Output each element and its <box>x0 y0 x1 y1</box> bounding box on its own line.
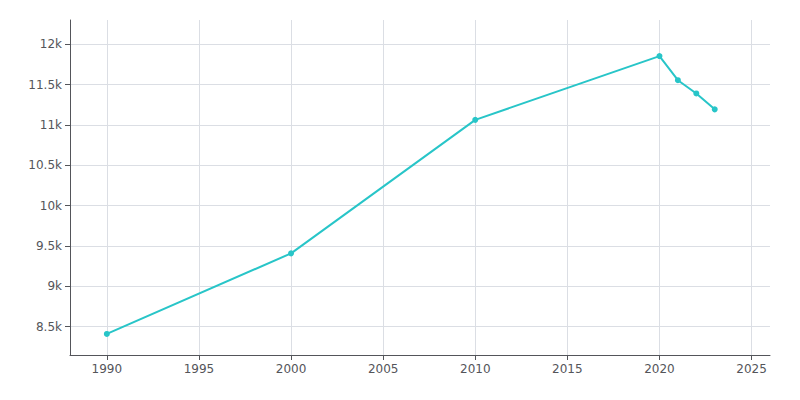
svg-text:2005: 2005 <box>368 362 399 376</box>
svg-text:11.5k: 11.5k <box>28 78 62 92</box>
svg-text:9.5k: 9.5k <box>36 239 62 253</box>
svg-text:2025: 2025 <box>736 362 767 376</box>
svg-text:1995: 1995 <box>184 362 215 376</box>
svg-text:2015: 2015 <box>552 362 583 376</box>
svg-text:11k: 11k <box>40 118 62 132</box>
svg-text:1990: 1990 <box>92 362 123 376</box>
svg-text:8.5k: 8.5k <box>36 320 62 334</box>
svg-text:10.5k: 10.5k <box>28 158 62 172</box>
svg-text:12k: 12k <box>40 37 62 51</box>
svg-text:10k: 10k <box>40 199 62 213</box>
svg-text:2010: 2010 <box>460 362 491 376</box>
svg-text:9k: 9k <box>47 279 62 293</box>
svg-text:2020: 2020 <box>644 362 675 376</box>
svg-text:2000: 2000 <box>276 362 307 376</box>
